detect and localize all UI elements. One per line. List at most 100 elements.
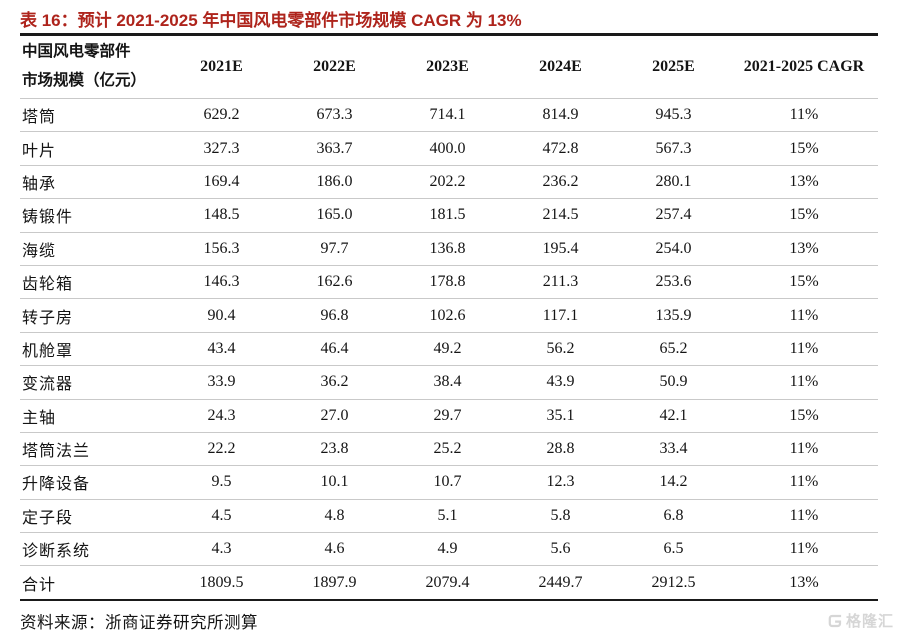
cell-value: 148.5 [203, 206, 240, 224]
cell-value: 327.3 [203, 139, 240, 157]
cell-value: 11% [789, 440, 819, 458]
cell-value: 11% [789, 473, 819, 491]
cell-value: 42.1 [659, 406, 688, 424]
cell-value: 254.0 [655, 239, 692, 257]
row-label: 定子段 [22, 509, 74, 527]
table-header-row: 中国风电零部件 市场规模（亿元） 2021E 2022E 2023E 2024E… [20, 36, 878, 99]
gelonghui-logo-icon [828, 614, 842, 627]
watermark-text: 格隆汇 [845, 613, 894, 630]
cell-value: 2449.7 [538, 573, 583, 591]
cell-value: 11% [789, 506, 819, 524]
data-source-note: 资料来源：浙商证券研究所测算 [20, 613, 258, 632]
row-label: 诊断系统 [22, 543, 91, 561]
cell-value: 135.9 [655, 306, 692, 324]
cell-value: 156.3 [203, 239, 240, 257]
cell-value: 117.1 [542, 306, 579, 324]
cell-value: 13% [789, 573, 819, 591]
column-header-cagr: 2021-2025 CAGR [743, 58, 865, 75]
cell-value: 6.5 [663, 540, 684, 558]
row-label: 塔筒法兰 [22, 443, 91, 461]
cell-value: 11% [789, 339, 819, 357]
cell-value: 202.2 [429, 172, 466, 190]
table-row: 海缆 156.3 97.7 136.8 195.4 254.0 13% [20, 233, 878, 266]
cell-value: 11% [789, 540, 819, 558]
cell-value: 43.4 [207, 339, 236, 357]
cell-value: 96.8 [320, 306, 349, 324]
cell-value: 567.3 [655, 139, 692, 157]
cell-value: 102.6 [429, 306, 466, 324]
row-label: 铸锻件 [22, 209, 74, 227]
cell-value: 5.1 [437, 506, 458, 524]
cell-value: 25.2 [433, 440, 462, 458]
cell-value: 29.7 [433, 406, 462, 424]
cell-value: 169.4 [203, 172, 240, 190]
cell-value: 1897.9 [312, 573, 357, 591]
table-body: 塔筒 629.2 673.3 714.1 814.9 945.3 11% 叶片 … [20, 99, 878, 599]
column-header-2024e: 2024E [539, 58, 582, 75]
cell-value: 814.9 [542, 106, 579, 124]
cell-value: 43.9 [546, 373, 575, 391]
cell-value: 33.9 [207, 373, 236, 391]
cell-value: 714.1 [429, 106, 466, 124]
table-row: 叶片 327.3 363.7 400.0 472.8 567.3 15% [20, 132, 878, 166]
cell-value: 9.5 [211, 473, 232, 491]
cell-value: 178.8 [429, 273, 466, 291]
column-header-2023e: 2023E [426, 58, 469, 75]
row-label: 升降设备 [22, 476, 91, 494]
cell-value: 23.8 [320, 440, 349, 458]
table-row: 升降设备 9.5 10.1 10.7 12.3 14.2 11% [20, 466, 878, 500]
cell-value: 27.0 [320, 406, 349, 424]
cell-value: 22.2 [207, 440, 236, 458]
cell-value: 945.3 [655, 106, 692, 124]
cell-value: 2079.4 [425, 573, 470, 591]
cell-value: 4.3 [211, 540, 232, 558]
cell-value: 97.7 [320, 239, 349, 257]
header-name-line2: 市场规模（亿元） [22, 72, 147, 89]
cell-value: 14.2 [659, 473, 688, 491]
cell-value: 257.4 [655, 206, 692, 224]
table-row: 诊断系统 4.3 4.6 4.9 5.6 6.5 11% [20, 533, 878, 567]
row-label: 轴承 [22, 175, 57, 193]
cell-value: 629.2 [203, 106, 240, 124]
column-header-2021e: 2021E [200, 58, 243, 75]
cell-value: 186.0 [316, 172, 353, 190]
cell-value: 1809.5 [199, 573, 244, 591]
cell-value: 90.4 [207, 306, 236, 324]
cell-value: 11% [789, 306, 819, 324]
row-label: 主轴 [22, 409, 57, 427]
cell-value: 24.3 [207, 406, 236, 424]
cell-value: 146.3 [203, 273, 240, 291]
table-row: 塔筒法兰 22.2 23.8 25.2 28.8 33.4 11% [20, 433, 878, 467]
row-label: 变流器 [22, 376, 74, 394]
cell-value: 181.5 [429, 206, 466, 224]
cell-value: 50.9 [659, 373, 688, 391]
cell-value: 13% [789, 172, 819, 190]
row-label: 齿轮箱 [22, 276, 74, 294]
table-row: 机舱罩 43.4 46.4 49.2 56.2 65.2 11% [20, 333, 878, 367]
cell-value: 15% [789, 273, 819, 291]
column-header-2022e: 2022E [313, 58, 356, 75]
cell-value: 2912.5 [651, 573, 696, 591]
table-row: 合计 1809.5 1897.9 2079.4 2449.7 2912.5 13… [20, 566, 878, 598]
table-row: 主轴 24.3 27.0 29.7 35.1 42.1 15% [20, 400, 878, 433]
watermark: 格隆汇 [827, 610, 894, 631]
cell-value: 10.1 [320, 473, 349, 491]
cell-value: 253.6 [655, 273, 692, 291]
cell-value: 6.8 [663, 506, 684, 524]
table-title: 表 16：预计 2021-2025 年中国风电零部件市场规模 CAGR 为 13… [20, 11, 522, 30]
row-label: 叶片 [22, 142, 57, 160]
cell-value: 4.8 [324, 506, 345, 524]
cell-value: 49.2 [433, 339, 462, 357]
cell-value: 162.6 [316, 273, 353, 291]
header-row-label: 中国风电零部件 市场规模（亿元） [20, 38, 165, 95]
row-label: 海缆 [22, 242, 57, 260]
cell-value: 11% [789, 373, 819, 391]
cell-value: 400.0 [429, 139, 466, 157]
cell-value: 5.8 [550, 506, 571, 524]
cell-value: 211.3 [542, 273, 579, 291]
cell-value: 36.2 [320, 373, 349, 391]
cell-value: 46.4 [320, 339, 349, 357]
cell-value: 472.8 [542, 139, 579, 157]
cell-value: 12.3 [546, 473, 575, 491]
row-label: 合计 [22, 576, 57, 594]
